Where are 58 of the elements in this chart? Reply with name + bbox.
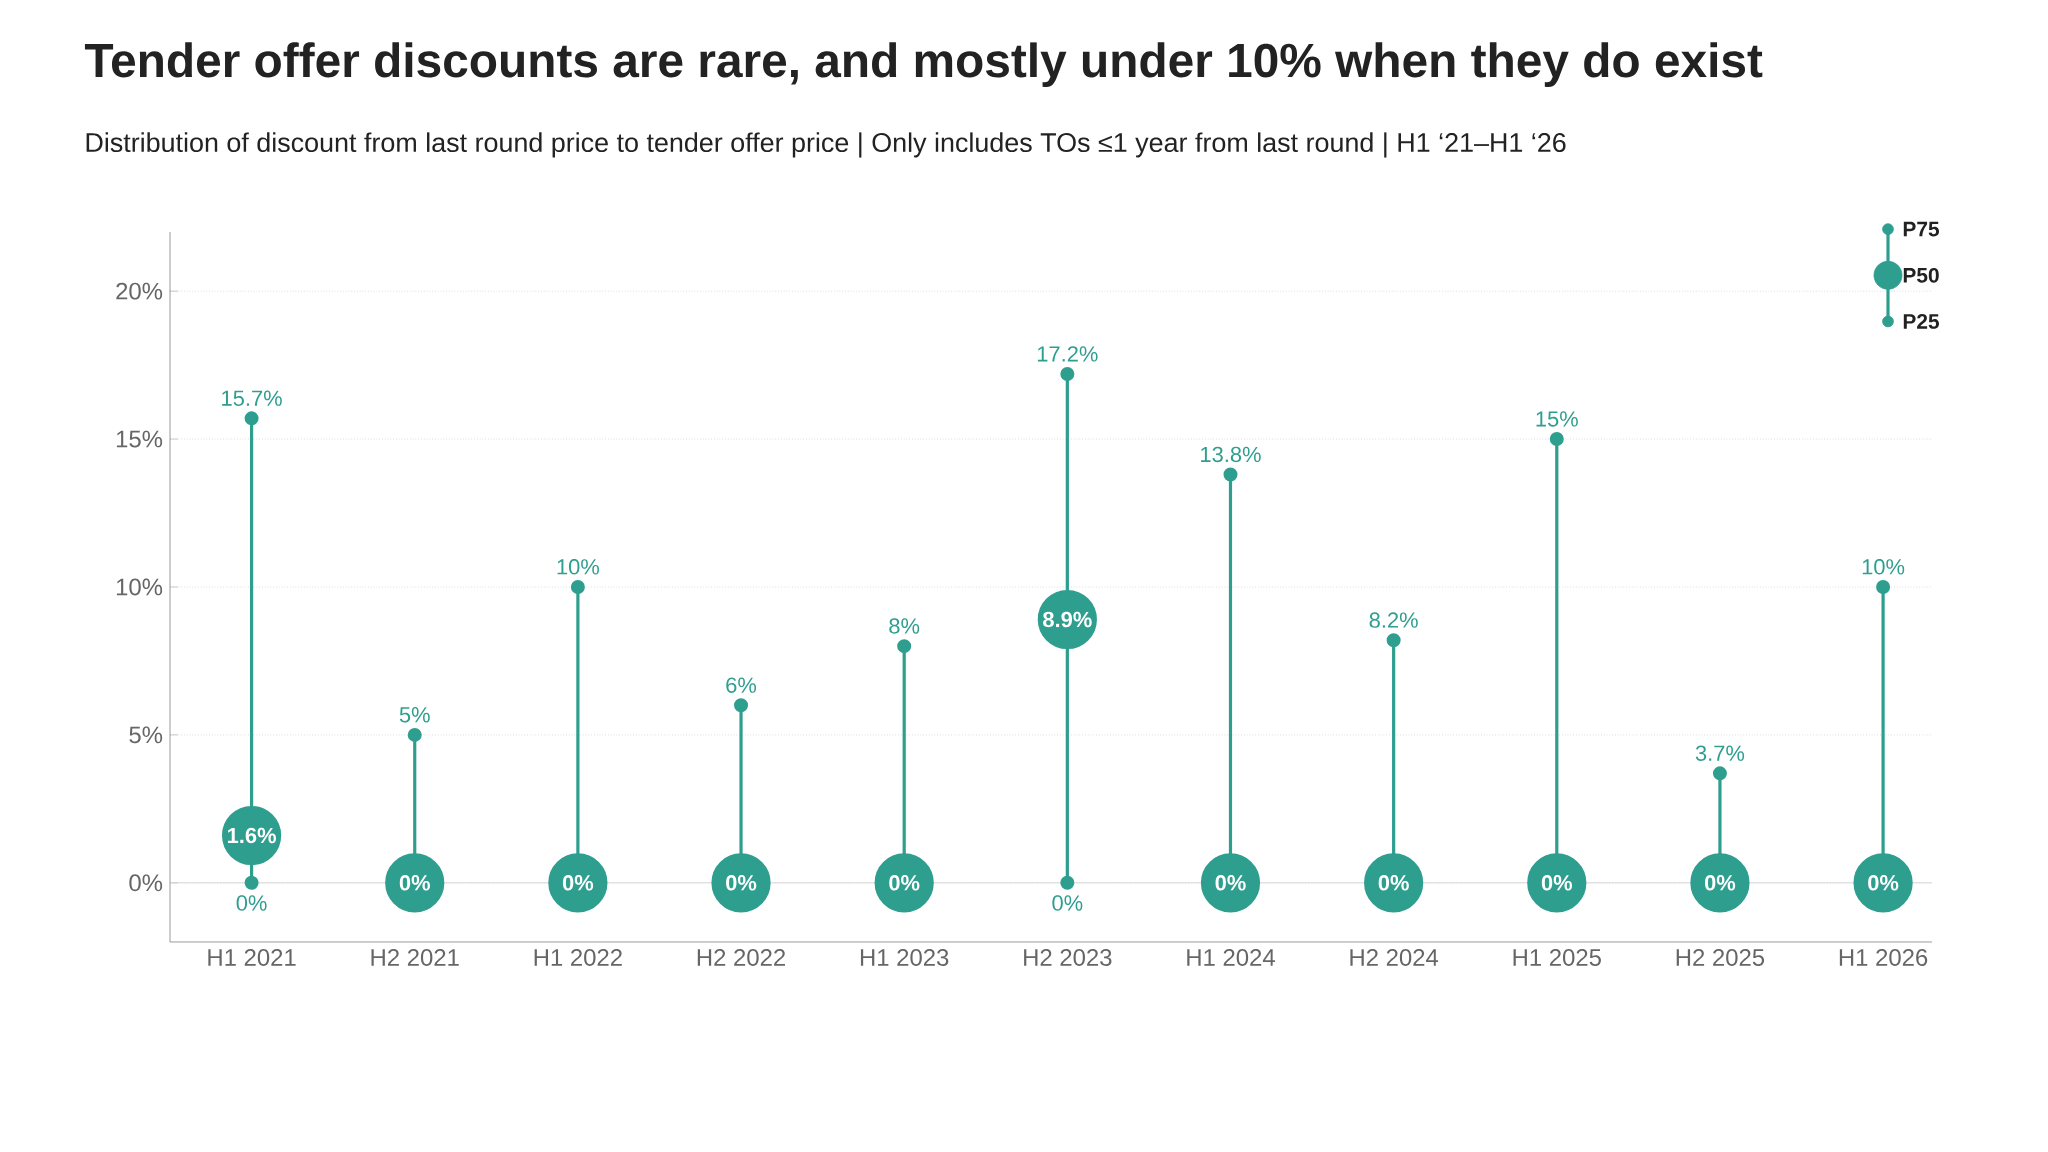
chart-subtitle: Distribution of discount from last round price to tender offer price | Only includes TOs ≤1 year from last round | H1 ‘21–H1 ‘26	[86, 132, 1566, 158]
data-label: 0%	[236, 895, 267, 911]
data-label: 3.7%	[1695, 745, 1745, 761]
point	[407, 727, 422, 742]
data-label: 10%	[557, 559, 600, 575]
data-label: 0%	[1868, 875, 1899, 891]
data-label: 15.7%	[222, 390, 282, 406]
x-tick-label: H2 2022	[697, 949, 785, 966]
point	[1549, 432, 1564, 447]
data-label: 0%	[1052, 895, 1083, 911]
y-tick-label: 5%	[129, 726, 163, 744]
x-tick-label: H1 2023	[860, 949, 949, 966]
data-label: 0%	[1215, 875, 1246, 891]
data-label: 0%	[726, 875, 757, 891]
data-label: 0%	[1704, 875, 1736, 891]
point	[1386, 633, 1401, 648]
point	[897, 639, 912, 654]
data-label: 0%	[399, 875, 430, 891]
point	[1223, 467, 1238, 482]
legend-label: P25	[1903, 314, 1940, 329]
y-tick-label: 0%	[129, 874, 163, 892]
data-label: 17.2%	[1037, 346, 1098, 362]
y-tick-label: 20%	[116, 282, 163, 300]
data-label: 15%	[1536, 411, 1578, 427]
x-tick-label: H2 2024	[1350, 949, 1439, 966]
data-label: 1.6%	[227, 827, 276, 844]
x-tick-label: H2 2023	[1024, 949, 1112, 966]
data-label: 0%	[1378, 875, 1409, 891]
point	[1876, 579, 1891, 594]
legend-label: P50	[1903, 267, 1939, 283]
point	[244, 875, 259, 890]
x-tick-label: H1 2021	[208, 949, 296, 966]
data-label: 5%	[399, 707, 430, 723]
chart-title: Tender offer discounts are rare, and mostly under 10% when they do exist	[84, 42, 1763, 87]
data-label: 8.9%	[1043, 611, 1092, 628]
point	[734, 698, 749, 713]
data-label: 13.8%	[1201, 446, 1261, 463]
legend-label: P75	[1903, 221, 1940, 237]
data-label: 6%	[726, 677, 757, 693]
data-label: 0%	[1541, 875, 1573, 891]
x-tick-label: H2 2021	[371, 949, 459, 966]
x-tick-label: H1 2022	[534, 949, 622, 966]
x-tick-label: H2 2025	[1676, 949, 1765, 966]
y-tick-label: 15%	[116, 430, 163, 448]
data-label: 8%	[889, 618, 920, 634]
x-tick-label: H1 2026	[1839, 949, 1928, 966]
point	[244, 411, 259, 426]
x-tick-label: H1 2024	[1187, 949, 1275, 966]
data-label: 0%	[889, 875, 920, 891]
data-label: 0%	[562, 875, 594, 891]
x-tick-label: H1 2025	[1513, 949, 1601, 966]
point	[570, 579, 585, 594]
y-tick-label: 10%	[116, 578, 163, 596]
point	[1060, 366, 1075, 381]
data-label: 10%	[1862, 559, 1905, 575]
point	[1060, 875, 1075, 890]
data-label: 8.2%	[1369, 612, 1418, 628]
point	[1712, 766, 1727, 781]
